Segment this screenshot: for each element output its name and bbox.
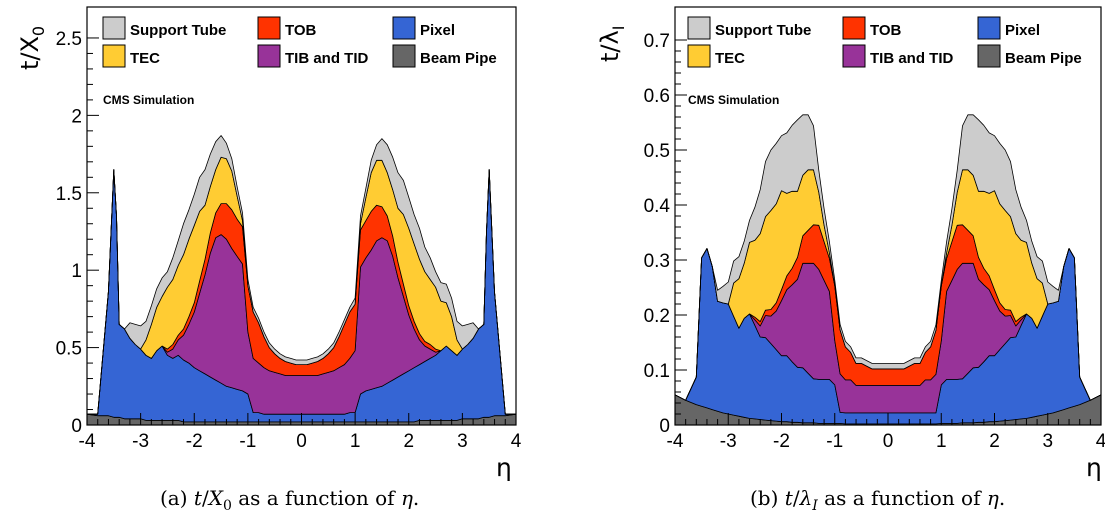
- x-tick-label: 2: [989, 431, 1000, 452]
- x-tick-label: -3: [720, 431, 737, 452]
- legend-swatch-support-tube: [687, 16, 711, 40]
- legend-label-beam-pipe: Beam Pipe: [420, 50, 497, 67]
- legend-label-tib-and-tid: TIB and TID: [285, 50, 368, 67]
- x-tick-label: 4: [1096, 431, 1105, 452]
- y-tick-label: 0: [71, 416, 82, 437]
- panel-a-x-axis-label: η: [496, 453, 512, 482]
- panel-a: 0 0.5 1 1.5 2 2.5 -4 -3 -2 -1 0 1 2 3 4 t/X0 η CMS Si…: [16, 6, 522, 482]
- x-tick-label: 3: [457, 431, 468, 452]
- y-tick-label: 2.5: [56, 29, 82, 50]
- panel-b-legend: Support Tube TOB Pixel TEC TIB and TID Beam P…: [687, 16, 1082, 68]
- panel-a-y-axis-label: t/X0: [16, 26, 48, 70]
- panel-a-caption: (a) t/X0 as a function of η.: [160, 486, 420, 514]
- y-tick-label: 0.1: [644, 361, 670, 382]
- x-tick-label: -1: [239, 431, 256, 452]
- y-tick-label: 0.6: [644, 86, 670, 107]
- legend-swatch-pixel: [977, 16, 1001, 40]
- panel-b-caption-prefix: (b): [750, 486, 779, 510]
- legend-label-beam-pipe: Beam Pipe: [1005, 50, 1082, 67]
- legend-label-support-tube: Support Tube: [130, 22, 226, 39]
- x-tick-label: 2: [403, 431, 414, 452]
- y-tick-label: 1: [71, 261, 82, 282]
- panel-b: 0 0.1 0.2 0.3 0.4 0.5 0.6 0.7 -4 -3 -2 -1 0 1 2 3 4 t/λ…: [596, 6, 1105, 482]
- legend-swatch-tec: [687, 44, 711, 68]
- x-tick-label: -2: [186, 431, 203, 452]
- legend-label-tib-and-tid: TIB and TID: [870, 50, 953, 67]
- panel-a-legend: Support Tube TOB Pixel TEC TIB and TID Beam P…: [102, 16, 497, 68]
- legend-swatch-beam-pipe: [392, 44, 416, 68]
- x-tick-label: -1: [826, 431, 843, 452]
- x-tick-label: 0: [296, 431, 307, 452]
- y-tick-label: 0.7: [644, 31, 670, 52]
- y-tick-label: 0.5: [56, 339, 82, 360]
- legend-label-tec: TEC: [715, 50, 745, 67]
- panel-b-y-axis-label: t/λI: [596, 26, 628, 62]
- x-tick-label: 1: [936, 431, 947, 452]
- legend-label-tob: TOB: [870, 22, 902, 39]
- x-tick-label: 3: [1042, 431, 1053, 452]
- x-tick-label: 0: [883, 431, 894, 452]
- y-tick-label: 0.4: [644, 196, 671, 217]
- panel-a-annotation: CMS Simulation: [103, 93, 194, 107]
- legend-swatch-tib-and-tid: [842, 44, 866, 68]
- legend-label-support-tube: Support Tube: [715, 22, 811, 39]
- legend-swatch-support-tube: [102, 16, 126, 40]
- panel-a-caption-prefix: (a): [160, 486, 188, 510]
- panel-a-caption-suffix: as a function of: [238, 486, 395, 510]
- x-tick-label: -4: [667, 431, 684, 452]
- panel-a-y-axis: 0 0.5 1 1.5 2 2.5: [56, 29, 99, 437]
- y-tick-label: 0.5: [644, 141, 670, 162]
- x-tick-label: 4: [511, 431, 522, 452]
- panel-b-caption-suffix: as a function of: [824, 486, 981, 510]
- y-tick-label: 2: [71, 106, 82, 127]
- y-tick-label: 0: [659, 416, 670, 437]
- panel-a-series-bands: [86, 135, 517, 426]
- legend-label-tob: TOB: [285, 22, 317, 39]
- legend-swatch-tec: [102, 44, 126, 68]
- panel-a-x-axis: -4 -3 -2 -1 0 1 2 3 4: [79, 413, 522, 452]
- legend-swatch-tob: [842, 16, 866, 40]
- x-tick-label: -4: [79, 431, 96, 452]
- panel-b-y-axis: 0 0.1 0.2 0.3 0.4 0.5 0.6 0.7: [644, 31, 687, 437]
- panel-b-x-axis-label: η: [1086, 453, 1102, 482]
- x-tick-label: 1: [350, 431, 361, 452]
- legend-swatch-beam-pipe: [977, 44, 1001, 68]
- y-tick-label: 0.2: [644, 306, 670, 327]
- legend-label-tec: TEC: [130, 50, 160, 67]
- panel-b-annotation: CMS Simulation: [688, 93, 779, 107]
- legend-swatch-pixel: [392, 16, 416, 40]
- y-tick-label: 1.5: [56, 184, 82, 205]
- legend-label-pixel: Pixel: [1005, 22, 1040, 39]
- panel-b-x-axis: -4 -3 -2 -1 0 1 2 3 4: [667, 413, 1105, 452]
- x-tick-label: -2: [773, 431, 790, 452]
- panel-b-caption: (b) t/λI as a function of η.: [750, 486, 1006, 514]
- y-tick-label: 0.3: [644, 251, 670, 272]
- legend-swatch-tib-and-tid: [257, 44, 281, 68]
- panel-b-series-bands: [674, 114, 1102, 426]
- legend-label-pixel: Pixel: [420, 22, 455, 39]
- x-tick-label: -3: [132, 431, 149, 452]
- legend-swatch-tob: [257, 16, 281, 40]
